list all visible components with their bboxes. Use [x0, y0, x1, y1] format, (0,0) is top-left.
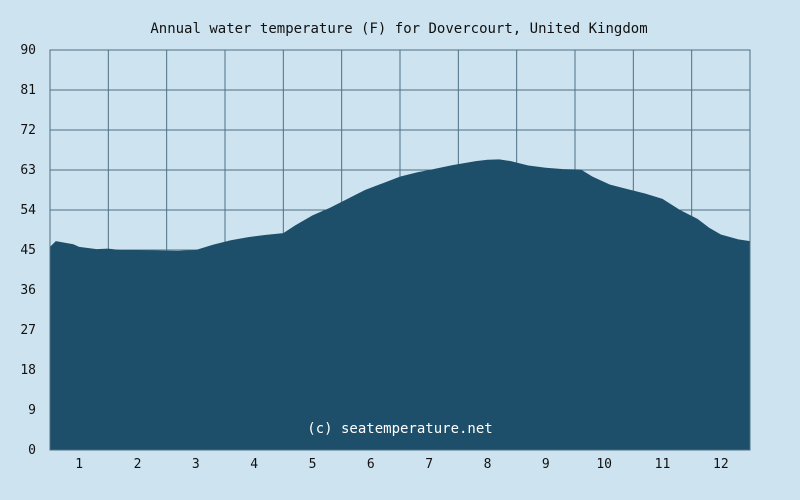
x-tick-label: 5 — [309, 457, 317, 472]
y-tick-label: 72 — [20, 123, 36, 138]
y-axis-tick-labels: 0 9 18 27 36 45 54 63 72 81 90 — [20, 43, 36, 458]
y-tick-label: 18 — [20, 363, 36, 378]
y-tick-label: 9 — [28, 403, 36, 418]
x-tick-label: 11 — [655, 457, 671, 472]
temperature-area — [50, 159, 750, 450]
area-series — [50, 159, 750, 450]
x-tick-label: 10 — [596, 457, 612, 472]
y-tick-label: 0 — [28, 443, 36, 458]
y-tick-label: 45 — [20, 243, 36, 258]
y-tick-label: 63 — [20, 163, 36, 178]
watermark-text: (c) seatemperature.net — [307, 421, 492, 437]
chart-title: Annual water temperature (F) for Doverco… — [150, 21, 647, 37]
x-tick-label: 3 — [192, 457, 200, 472]
y-tick-label: 90 — [20, 43, 36, 58]
x-axis-tick-labels: 1 2 3 4 5 6 7 8 9 10 11 12 — [75, 457, 728, 472]
x-tick-label: 4 — [250, 457, 258, 472]
x-tick-label: 7 — [425, 457, 433, 472]
plot-border — [49, 49, 751, 451]
x-tick-label: 1 — [75, 457, 83, 472]
x-tick-label: 12 — [713, 457, 729, 472]
x-tick-label: 9 — [542, 457, 550, 472]
y-tick-label: 27 — [20, 323, 36, 338]
x-tick-label: 2 — [134, 457, 142, 472]
y-tick-label: 36 — [20, 283, 36, 298]
x-tick-label: 8 — [484, 457, 492, 472]
axes — [49, 49, 751, 451]
x-tick-label: 6 — [367, 457, 375, 472]
y-tick-label: 54 — [20, 203, 36, 218]
y-tick-label: 81 — [20, 83, 36, 98]
